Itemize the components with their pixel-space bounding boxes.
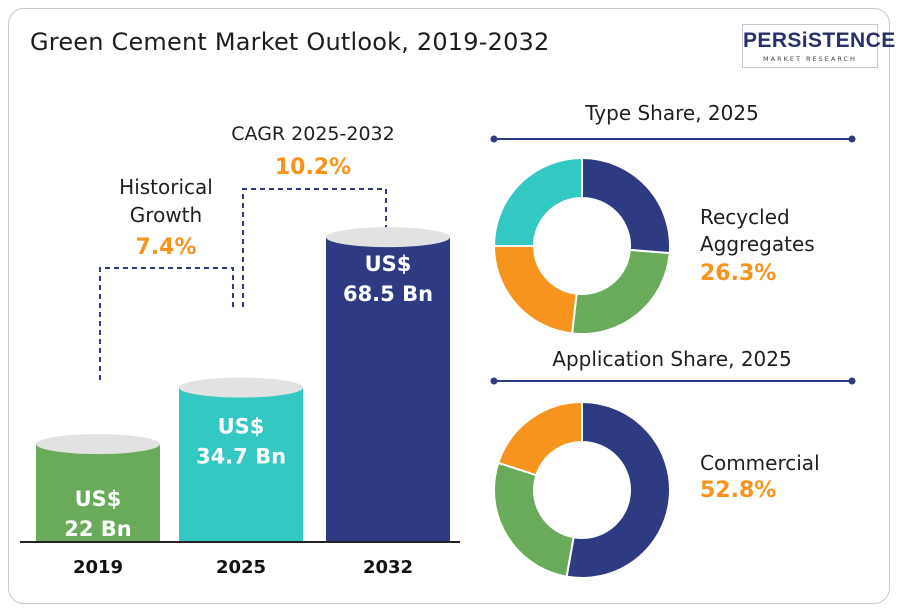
bar-value-label: 22 Bn (64, 517, 132, 541)
x-tick-label-2025: 2025 (216, 557, 266, 578)
logo-subtitle: MARKET RESEARCH (763, 55, 857, 63)
bar-value-label: 34.7 Bn (196, 445, 286, 469)
cagr-value: 10.2% (275, 155, 351, 180)
x-tick-label-2032: 2032 (363, 557, 413, 578)
type-share-highlight-label-line-1: Recycled (700, 205, 790, 229)
bar-value-label: US$ (75, 487, 122, 511)
application-share-title: Application Share, 2025 (552, 347, 791, 371)
x-tick-label-2019: 2019 (73, 557, 123, 578)
application-share-highlight-value: 52.8% (700, 478, 777, 503)
bar-series: US$ 22 Bn 2019 US$ 34.7 Bn 2025 US$ 68.5 Bn 2032 (36, 227, 450, 578)
application-share-highlight-label: Commercial (700, 451, 820, 475)
bar-value-label: US$ (365, 252, 412, 276)
donut-slice-3 (492, 156, 583, 247)
cagr-connector (242, 188, 387, 307)
donut-slice-0 (565, 400, 671, 579)
application-share-separator (490, 377, 856, 385)
bar-value-label: 68.5 Bn (343, 282, 433, 306)
donut-slice-2 (497, 400, 583, 477)
type-share-donut (492, 156, 671, 335)
bar-2032: US$ 68.5 Bn (326, 227, 450, 543)
type-share-title: Type Share, 2025 (584, 101, 759, 125)
bar-2025: US$ 34.7 Bn (179, 377, 303, 542)
application-share-donut (493, 400, 671, 579)
logo: PERSiSTENCE MARKET RESEARCH (742, 24, 896, 68)
type-share-separator (490, 135, 856, 143)
logo-name: PERSiSTENCE (743, 29, 896, 52)
bar-body (179, 387, 303, 542)
type-share-highlight-label-line-2: Aggregates (700, 232, 815, 256)
bar-body (36, 444, 160, 542)
historical-label-line-1: Historical (119, 175, 213, 199)
card-frame (8, 8, 890, 604)
donut-slice-1 (570, 248, 671, 335)
bar-value-label: US$ (218, 415, 265, 439)
bar-top-cap (36, 434, 160, 455)
donut-slice-0 (581, 156, 671, 255)
historical-growth-connector (99, 267, 234, 380)
bar-top-cap (326, 227, 450, 248)
bar-top-cap (179, 377, 303, 398)
donut-slice-1 (493, 461, 575, 578)
cagr-label: CAGR 2025-2032 (231, 123, 394, 145)
historical-growth-value: 7.4% (135, 235, 196, 260)
historical-label-line-2: Growth (130, 203, 202, 227)
page-title: Green Cement Market Outlook, 2019-2032 (30, 28, 550, 56)
type-share-highlight-value: 26.3% (700, 261, 777, 286)
bar-body (326, 237, 450, 543)
bar-2019: US$ 22 Bn (36, 434, 160, 542)
donut-slice-2 (492, 245, 578, 335)
